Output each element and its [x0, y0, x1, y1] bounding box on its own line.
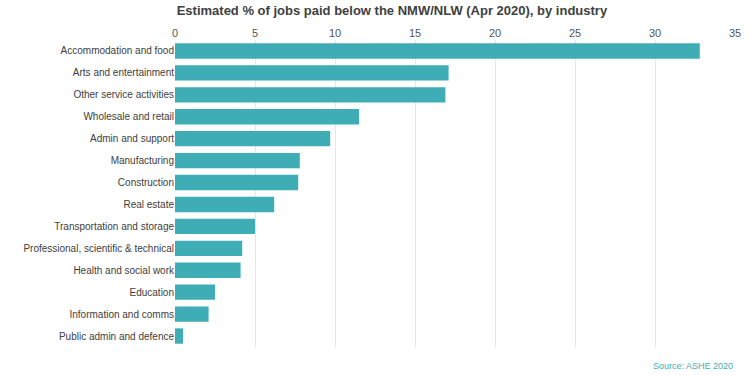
svg-text:20: 20	[489, 27, 501, 39]
svg-text:25: 25	[569, 27, 581, 39]
svg-text:15: 15	[409, 27, 421, 39]
svg-text:Wholesale and retail: Wholesale and retail	[83, 111, 174, 122]
svg-text:Transportation and storage: Transportation and storage	[54, 221, 174, 232]
svg-text:Public admin and defence: Public admin and defence	[59, 331, 175, 342]
svg-text:Manufacturing: Manufacturing	[111, 155, 174, 166]
svg-text:Admin and support: Admin and support	[90, 133, 174, 144]
svg-text:Information and comms: Information and comms	[70, 309, 175, 320]
svg-text:Source: ASHE 2020: Source: ASHE 2020	[653, 361, 733, 371]
svg-text:Real estate: Real estate	[123, 199, 174, 210]
svg-text:35: 35	[729, 27, 741, 39]
svg-text:Professional, scientific & tec: Professional, scientific & technical	[23, 243, 174, 254]
svg-text:Education: Education	[130, 287, 174, 298]
svg-text:Other service activities: Other service activities	[73, 89, 174, 100]
svg-text:5: 5	[252, 27, 258, 39]
svg-text:Arts and entertainment: Arts and entertainment	[73, 67, 174, 78]
svg-text:0: 0	[172, 27, 178, 39]
svg-text:10: 10	[329, 27, 341, 39]
svg-text:Health and social work: Health and social work	[73, 265, 175, 276]
svg-text:30: 30	[649, 27, 661, 39]
svg-text:Accommodation and food: Accommodation and food	[61, 45, 174, 56]
svg-text:Estimated % of jobs paid below: Estimated % of jobs paid below the NMW/N…	[177, 3, 608, 18]
svg-text:Construction: Construction	[118, 177, 174, 188]
